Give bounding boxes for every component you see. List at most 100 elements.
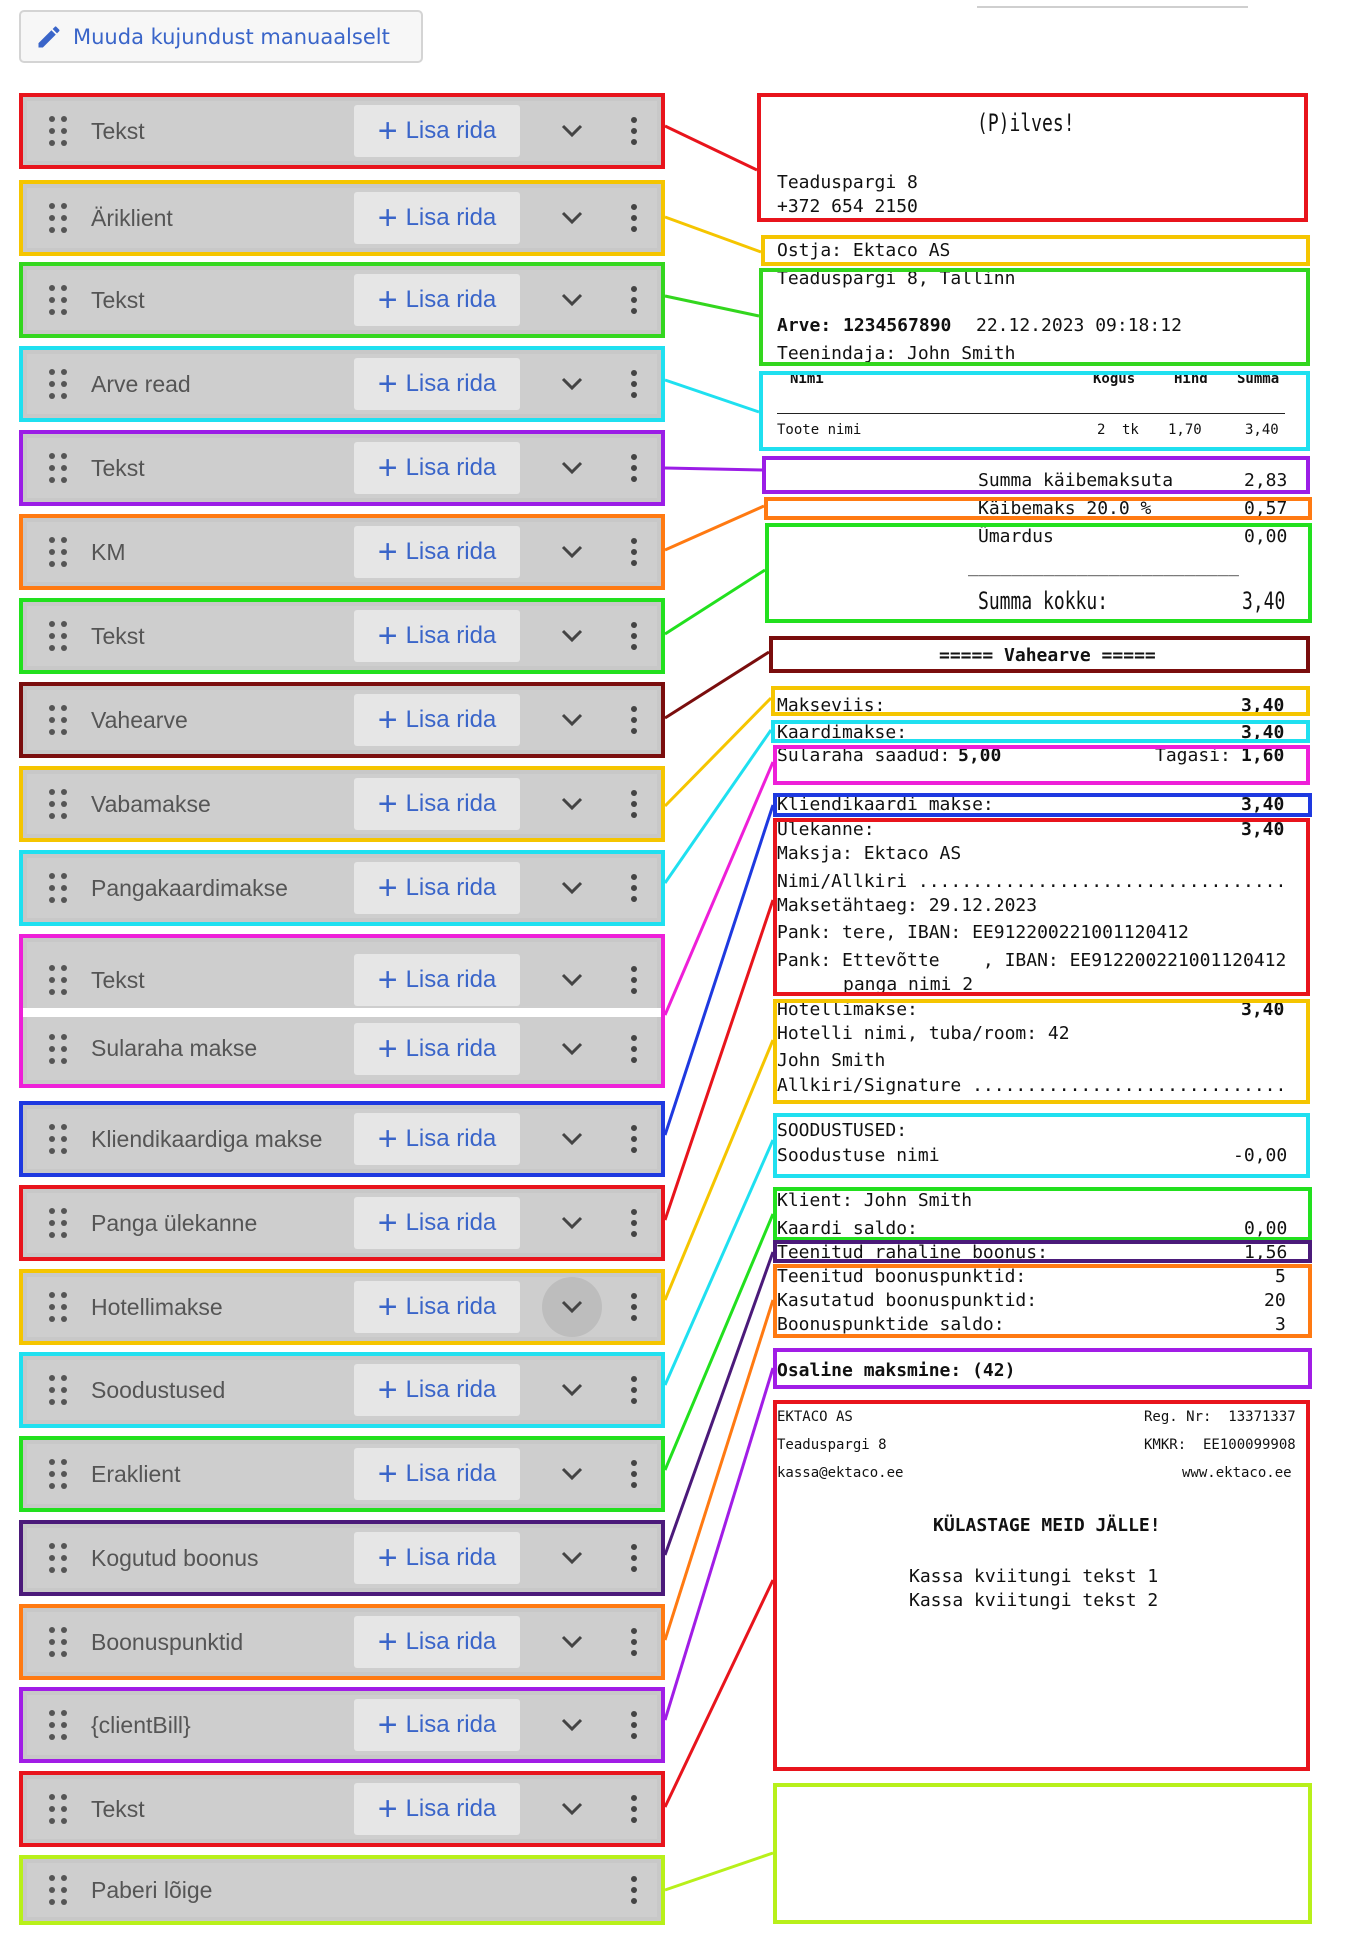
add-row-button[interactable]: + Lisa rida	[354, 954, 520, 1006]
chevron-down-icon[interactable]	[552, 1789, 592, 1829]
add-row-button[interactable]: + Lisa rida	[354, 610, 520, 662]
add-row-button[interactable]: + Lisa rida	[354, 694, 520, 746]
drag-handle-icon[interactable]	[49, 453, 67, 483]
chevron-down-icon[interactable]	[552, 868, 592, 908]
block-row[interactable]: {clientBill} + Lisa rida	[19, 1687, 665, 1763]
drag-handle-icon[interactable]	[49, 116, 67, 146]
more-options-icon[interactable]	[624, 364, 644, 404]
drag-handle-icon[interactable]	[49, 1459, 67, 1489]
add-row-button[interactable]: + Lisa rida	[354, 1281, 520, 1333]
add-row-button[interactable]: + Lisa rida	[354, 862, 520, 914]
add-row-button[interactable]: + Lisa rida	[354, 442, 520, 494]
drag-handle-icon[interactable]	[49, 285, 67, 315]
chevron-down-icon[interactable]	[552, 1454, 592, 1494]
drag-handle-icon[interactable]	[49, 873, 67, 903]
add-row-button[interactable]: + Lisa rida	[354, 358, 520, 410]
chevron-down-icon[interactable]	[552, 700, 592, 740]
drag-handle-icon[interactable]	[49, 1794, 67, 1824]
chevron-down-icon[interactable]	[552, 448, 592, 488]
block-row[interactable]: Sularaha makse + Lisa rida	[19, 1009, 665, 1088]
more-options-icon[interactable]	[624, 1705, 644, 1745]
more-options-icon[interactable]	[624, 1203, 644, 1243]
drag-handle-icon[interactable]	[49, 1033, 67, 1064]
chevron-down-icon[interactable]	[552, 1029, 592, 1069]
chevron-down-icon[interactable]	[552, 1538, 592, 1578]
add-row-button[interactable]: + Lisa rida	[354, 1022, 520, 1075]
chevron-down-icon[interactable]	[552, 1705, 592, 1745]
more-options-icon[interactable]	[624, 532, 644, 572]
more-options-icon[interactable]	[624, 1622, 644, 1662]
chevron-down-icon[interactable]	[552, 1622, 592, 1662]
block-row[interactable]: Soodustused + Lisa rida	[19, 1352, 665, 1428]
more-options-icon[interactable]	[624, 1287, 644, 1327]
block-row[interactable]: Tekst + Lisa rida	[19, 430, 665, 506]
drag-handle-icon[interactable]	[49, 789, 67, 819]
chevron-down-icon[interactable]	[552, 198, 592, 238]
block-row[interactable]: Vabamakse + Lisa rida	[19, 766, 665, 842]
more-options-icon[interactable]	[624, 280, 644, 320]
more-options-icon[interactable]	[624, 868, 644, 908]
block-row[interactable]: Boonuspunktid + Lisa rida	[19, 1604, 665, 1680]
block-row[interactable]: Pangakaardimakse + Lisa rida	[19, 850, 665, 926]
more-options-icon[interactable]	[624, 198, 644, 238]
add-row-button[interactable]: + Lisa rida	[354, 1113, 520, 1165]
block-row[interactable]: Tekst + Lisa rida	[19, 262, 665, 338]
add-row-button[interactable]: + Lisa rida	[354, 1532, 520, 1584]
block-row[interactable]: Vahearve + Lisa rida	[19, 682, 665, 758]
drag-handle-icon[interactable]	[49, 1543, 67, 1573]
drag-handle-icon[interactable]	[49, 965, 67, 995]
chevron-down-icon[interactable]	[542, 1277, 602, 1337]
chevron-down-icon[interactable]	[552, 532, 592, 572]
drag-handle-icon[interactable]	[49, 705, 67, 735]
block-row[interactable]: Tekst + Lisa rida	[19, 93, 665, 169]
chevron-down-icon[interactable]	[552, 1370, 592, 1410]
more-options-icon[interactable]	[624, 448, 644, 488]
add-row-button[interactable]: + Lisa rida	[354, 778, 520, 830]
drag-handle-icon[interactable]	[49, 1124, 67, 1154]
drag-handle-icon[interactable]	[49, 1375, 67, 1405]
block-row[interactable]: Tekst + Lisa rida	[19, 598, 665, 674]
edit-layout-manually-button[interactable]: Muuda kujundust manuaalselt	[19, 10, 423, 63]
more-options-icon[interactable]	[624, 616, 644, 656]
drag-handle-icon[interactable]	[49, 1875, 67, 1905]
block-row[interactable]: Panga ülekanne + Lisa rida	[19, 1185, 665, 1261]
chevron-down-icon[interactable]	[552, 1119, 592, 1159]
block-row[interactable]: Hotellimakse + Lisa rida	[19, 1269, 665, 1345]
block-row[interactable]: Kogutud boonus + Lisa rida	[19, 1520, 665, 1596]
add-row-button[interactable]: + Lisa rida	[354, 1448, 520, 1500]
block-row[interactable]: Äriklient + Lisa rida	[19, 180, 665, 256]
more-options-icon[interactable]	[624, 700, 644, 740]
add-row-button[interactable]: + Lisa rida	[354, 526, 520, 578]
drag-handle-icon[interactable]	[49, 203, 67, 233]
chevron-down-icon[interactable]	[552, 784, 592, 824]
more-options-icon[interactable]	[624, 1538, 644, 1578]
block-row[interactable]: Paberi lõige	[19, 1855, 665, 1925]
add-row-button[interactable]: + Lisa rida	[354, 1197, 520, 1249]
chevron-down-icon[interactable]	[552, 616, 592, 656]
block-row[interactable]: Tekst + Lisa rida	[19, 934, 665, 1018]
add-row-button[interactable]: + Lisa rida	[354, 1616, 520, 1668]
more-options-icon[interactable]	[624, 784, 644, 824]
more-options-icon[interactable]	[624, 1119, 644, 1159]
chevron-down-icon[interactable]	[552, 111, 592, 151]
drag-handle-icon[interactable]	[49, 621, 67, 651]
chevron-down-icon[interactable]	[552, 960, 592, 1000]
drag-handle-icon[interactable]	[49, 537, 67, 567]
add-row-button[interactable]: + Lisa rida	[354, 192, 520, 244]
chevron-down-icon[interactable]	[552, 1203, 592, 1243]
add-row-button[interactable]: + Lisa rida	[354, 1699, 520, 1751]
chevron-down-icon[interactable]	[552, 364, 592, 404]
drag-handle-icon[interactable]	[49, 369, 67, 399]
more-options-icon[interactable]	[624, 1029, 644, 1069]
drag-handle-icon[interactable]	[49, 1208, 67, 1238]
drag-handle-icon[interactable]	[49, 1627, 67, 1657]
drag-handle-icon[interactable]	[49, 1710, 67, 1740]
more-options-icon[interactable]	[624, 1370, 644, 1410]
more-options-icon[interactable]	[624, 1454, 644, 1494]
block-row[interactable]: Kliendikaardiga makse + Lisa rida	[19, 1101, 665, 1177]
block-row[interactable]: KM + Lisa rida	[19, 514, 665, 590]
more-options-icon[interactable]	[624, 960, 644, 1000]
drag-handle-icon[interactable]	[49, 1292, 67, 1322]
add-row-button[interactable]: + Lisa rida	[354, 1364, 520, 1416]
block-row[interactable]: Eraklient + Lisa rida	[19, 1436, 665, 1512]
